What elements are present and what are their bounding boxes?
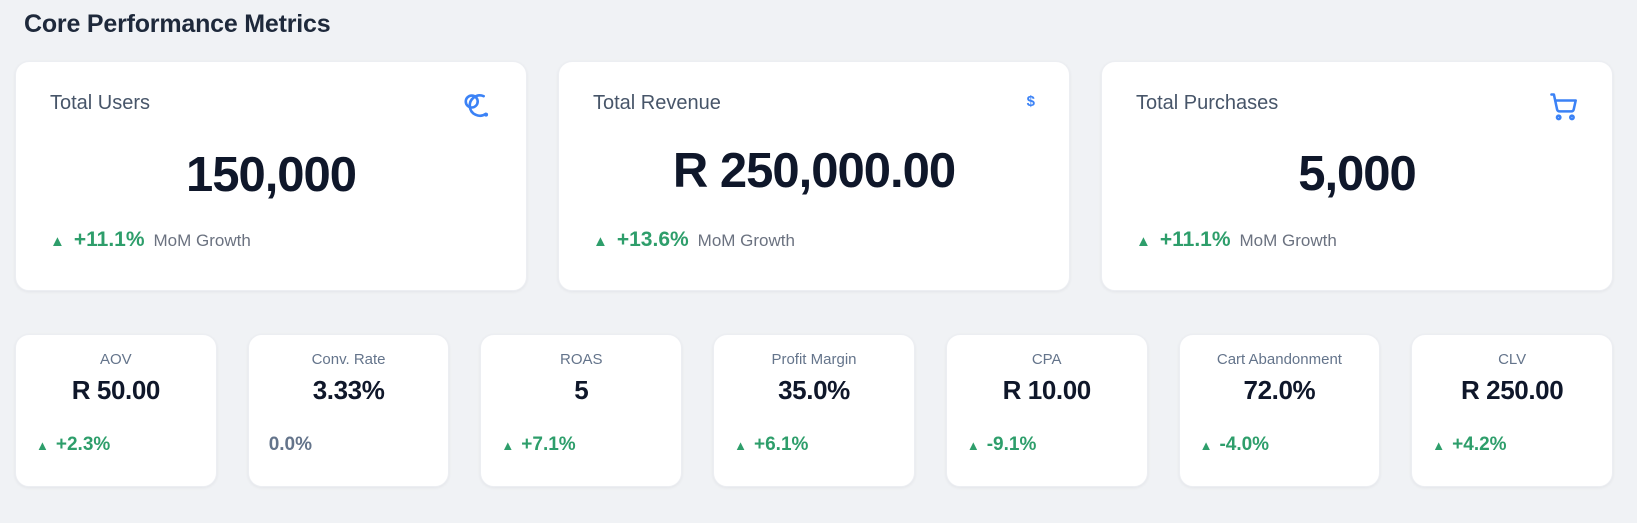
kpi-change-value: +11.1% bbox=[1159, 228, 1231, 251]
metric-change-row: ▲ +6.1% bbox=[734, 434, 894, 456]
trend-up-icon: ▲ bbox=[501, 438, 515, 453]
metric-value: 5 bbox=[574, 375, 589, 405]
kpi-label: Total Purchases bbox=[1136, 92, 1279, 114]
metric-change-value: -4.0% bbox=[1219, 434, 1270, 455]
kpi-change-caption: MoM Growth bbox=[1239, 231, 1337, 250]
trend-up-icon: ▲ bbox=[1432, 438, 1446, 453]
metric-change-row: ▲ -4.0% bbox=[1200, 434, 1360, 456]
metric-label: CPA bbox=[1031, 351, 1062, 368]
metric-change-row: ▲ +2.3% bbox=[36, 434, 196, 456]
dashboard-metrics-section: Core Performance Metrics Total Users 150… bbox=[15, 10, 1613, 487]
kpi-change-caption: MoM Growth bbox=[153, 231, 251, 250]
kpi-card-total-revenue: Total Revenue $ R 250,000.00 ▲ +13.6% Mo… bbox=[558, 61, 1070, 291]
metric-change-value: +6.1% bbox=[754, 434, 809, 455]
trend-up-icon: ▲ bbox=[966, 438, 980, 453]
metric-change-value: -9.1% bbox=[986, 434, 1037, 455]
metric-change-row: ▲ +7.1% bbox=[501, 434, 661, 456]
metric-label: CLV bbox=[1498, 351, 1527, 368]
metric-card-cart-abandonment: Cart Abandonment 72.0% ▲ -4.0% bbox=[1178, 334, 1381, 487]
kpi-value: 5,000 bbox=[1298, 147, 1417, 201]
user-icon bbox=[461, 92, 492, 123]
cart-icon bbox=[1549, 92, 1578, 121]
trend-up-icon: ▲ bbox=[1136, 233, 1151, 250]
metric-card-cpa: CPA R 10.00 ▲ -9.1% bbox=[945, 334, 1148, 487]
kpi-change-row: ▲ +13.6% MoM Growth bbox=[593, 228, 1035, 252]
kpi-value: R 250,000.00 bbox=[672, 144, 956, 198]
metric-card-clv: CLV R 250.00 ▲ +4.2% bbox=[1411, 334, 1613, 487]
trend-up-icon: ▲ bbox=[36, 438, 49, 453]
metric-value: R 50.00 bbox=[71, 375, 161, 405]
metric-label: Profit Margin bbox=[771, 351, 857, 368]
kpi-label: Total Users bbox=[50, 92, 151, 114]
kpi-value: 150,000 bbox=[185, 148, 357, 202]
metric-change-value: +4.2% bbox=[1452, 434, 1507, 455]
kpi-change-row: ▲ +11.1% MoM Growth bbox=[50, 228, 492, 252]
metric-label: AOV bbox=[100, 351, 132, 368]
kpi-change-value: +11.1% bbox=[73, 228, 145, 251]
secondary-card-grid: AOV R 50.00 ▲ +2.3% Conv. Rate 3.33% 0.0… bbox=[15, 334, 1613, 487]
metric-label: ROAS bbox=[560, 351, 603, 368]
metric-change-value: +2.3% bbox=[55, 434, 111, 455]
metric-value: 72.0% bbox=[1243, 375, 1316, 405]
metric-value: 3.33% bbox=[312, 375, 385, 405]
kpi-card-total-users: Total Users 150,000 ▲ +11.1% MoM Growth bbox=[15, 61, 527, 291]
metric-label: Cart Abandonment bbox=[1216, 351, 1342, 368]
kpi-card-header: Total Users bbox=[50, 92, 492, 123]
kpi-change-value: +13.6% bbox=[616, 228, 689, 251]
kpi-change-row: ▲ +11.1% MoM Growth bbox=[1136, 228, 1578, 252]
metric-change-value: 0.0% bbox=[268, 434, 313, 455]
kpi-card-header: Total Revenue $ bbox=[593, 92, 1035, 115]
metric-card-roas: ROAS 5 ▲ +7.1% bbox=[480, 334, 683, 487]
kpi-card-grid: Total Users 150,000 ▲ +11.1% MoM Growth … bbox=[15, 61, 1613, 291]
trend-up-icon: ▲ bbox=[593, 233, 608, 250]
metric-value: R 10.00 bbox=[1002, 375, 1092, 405]
kpi-change-caption: MoM Growth bbox=[697, 231, 795, 250]
metric-card-aov: AOV R 50.00 ▲ +2.3% bbox=[15, 334, 217, 487]
metric-change-value: +7.1% bbox=[521, 434, 576, 455]
trend-up-icon: ▲ bbox=[1199, 438, 1213, 453]
metric-change-row: 0.0% bbox=[269, 434, 429, 456]
kpi-card-total-purchases: Total Purchases 5,000 ▲ +11.1% MoM Growt… bbox=[1101, 61, 1613, 291]
metric-change-row: ▲ -9.1% bbox=[967, 434, 1127, 456]
kpi-label: Total Revenue bbox=[593, 92, 721, 114]
metric-value: R 250.00 bbox=[1460, 375, 1564, 405]
page-title: Core Performance Metrics bbox=[24, 10, 331, 38]
metric-change-row: ▲ +4.2% bbox=[1432, 434, 1592, 456]
metric-label: Conv. Rate bbox=[311, 351, 386, 368]
metric-card-profit-margin: Profit Margin 35.0% ▲ +6.1% bbox=[713, 334, 915, 487]
kpi-card-header: Total Purchases bbox=[1136, 92, 1578, 121]
dollar-icon: $ bbox=[1026, 93, 1035, 110]
trend-up-icon: ▲ bbox=[50, 233, 65, 250]
metric-card-conv-rate: Conv. Rate 3.33% 0.0% bbox=[247, 334, 450, 487]
trend-up-icon: ▲ bbox=[734, 438, 748, 453]
metric-value: 35.0% bbox=[778, 375, 850, 405]
